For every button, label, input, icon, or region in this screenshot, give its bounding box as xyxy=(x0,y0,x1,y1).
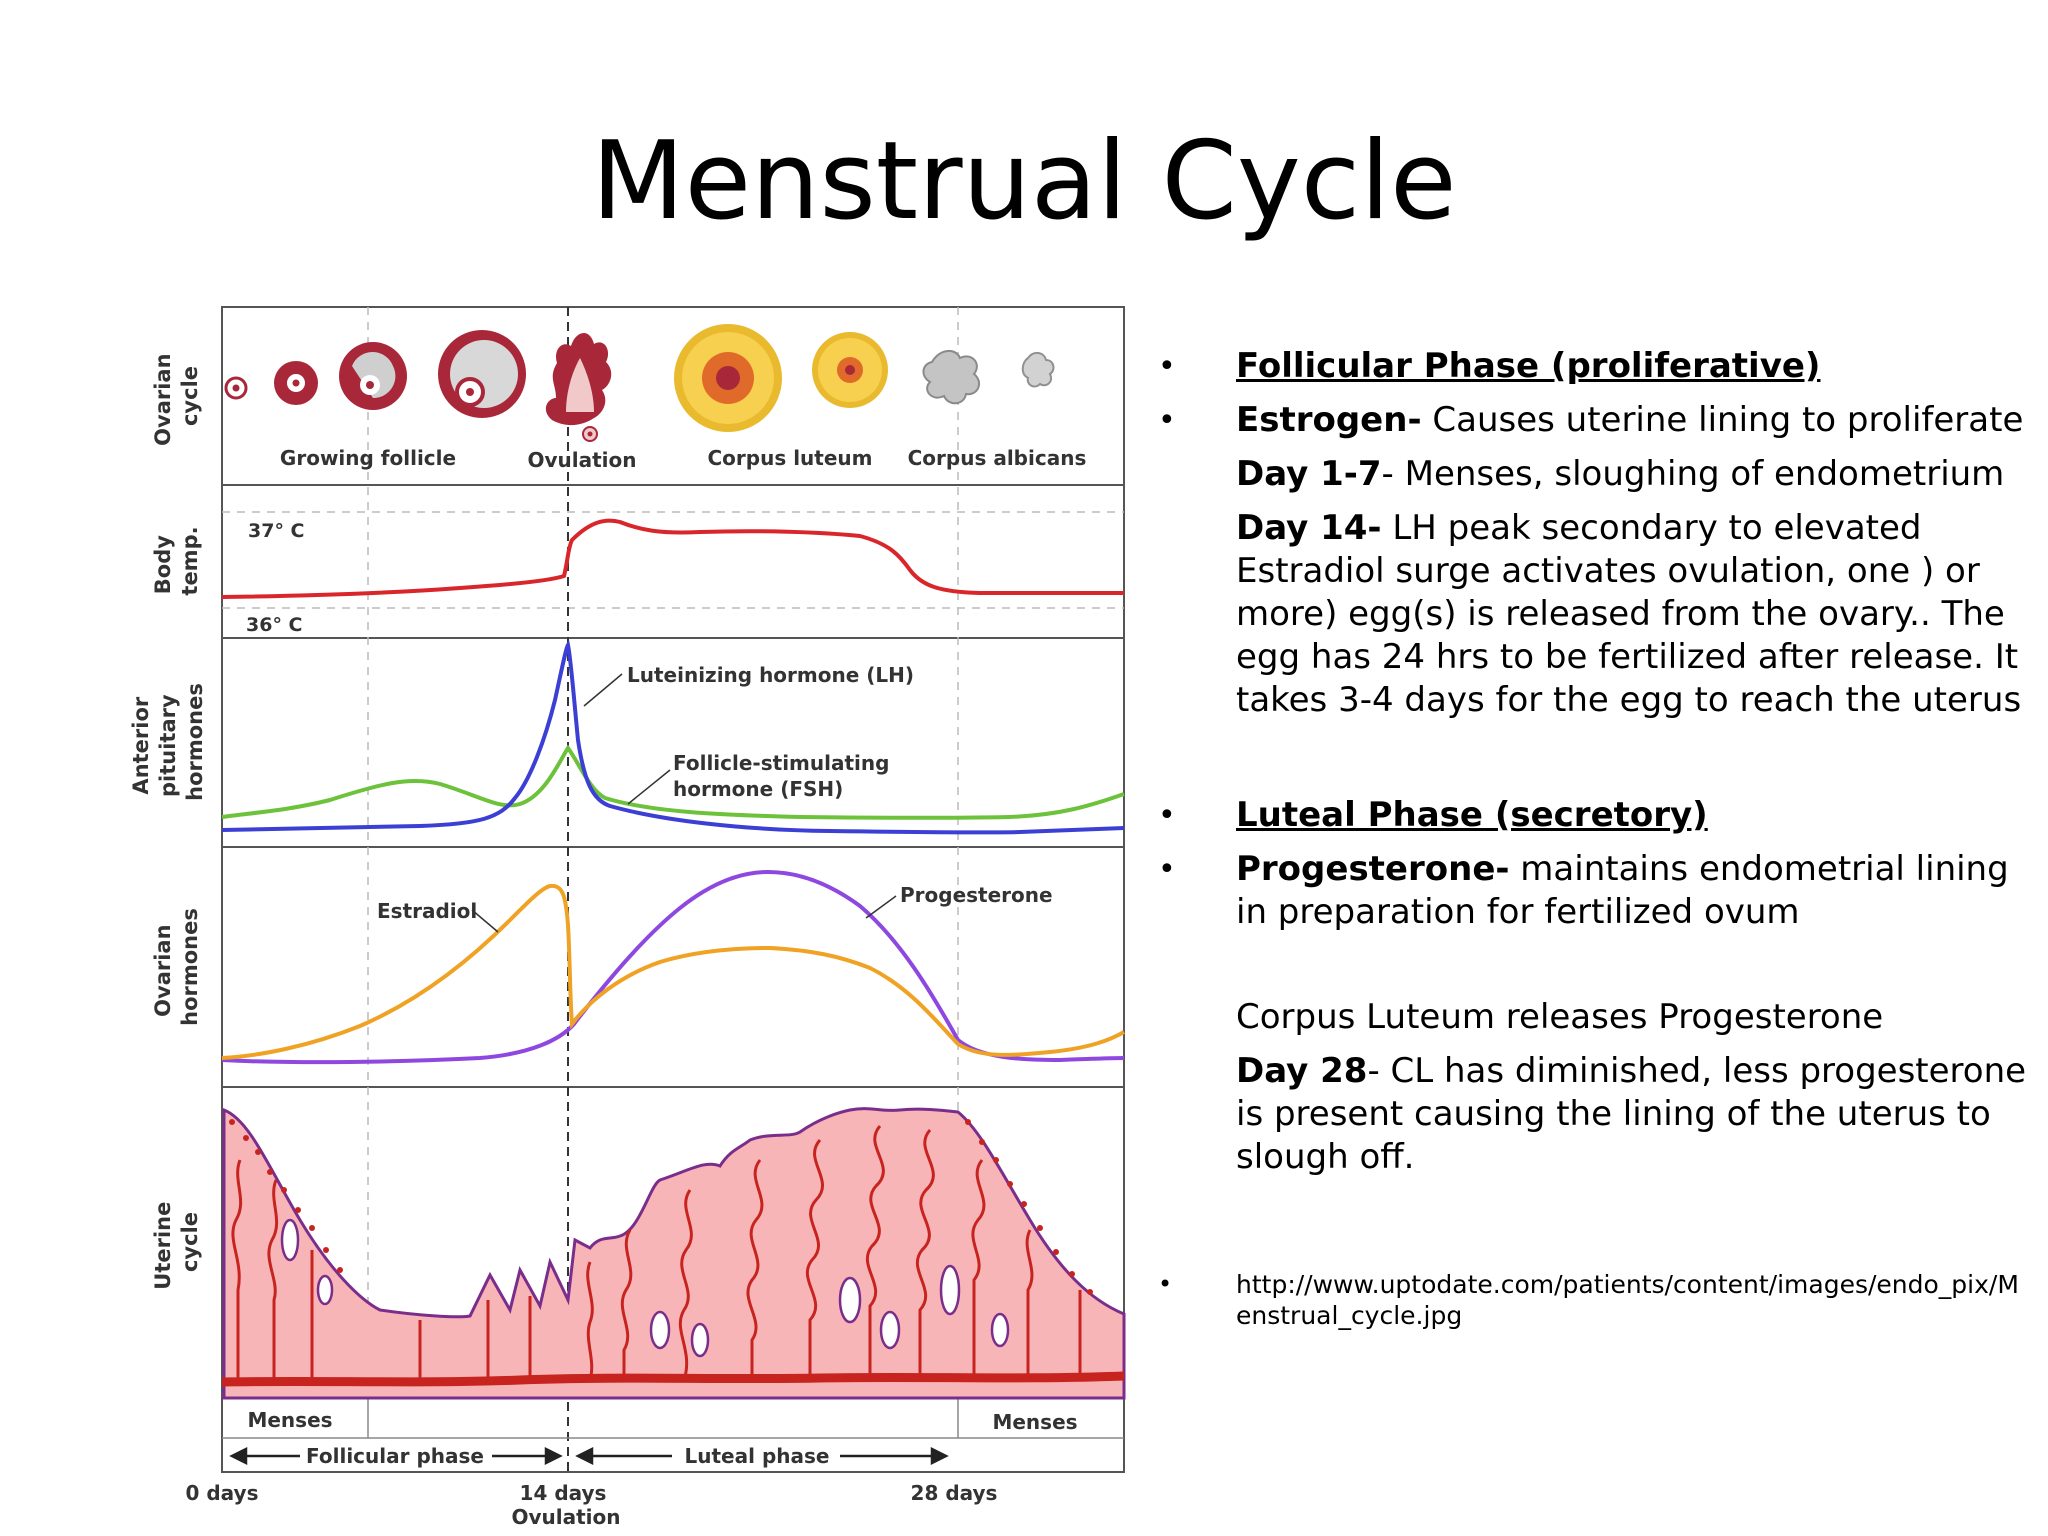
progesterone-label: Progesterone- xyxy=(1236,849,1510,889)
corpus-luteum-text: Corpus Luteum releases Progesterone xyxy=(1236,997,1884,1037)
axis-day-28: 28 days xyxy=(911,1481,998,1505)
follicular-phase-arrow xyxy=(229,1446,563,1466)
menses-left-label: Menses xyxy=(247,1408,332,1432)
row-label-ovarian-hormones: Ovarian hormones xyxy=(151,908,202,1026)
estradiol-curve xyxy=(221,883,1125,1060)
progesterone-text: maintains endometrial lining in preparat… xyxy=(1236,849,2009,932)
bullet-dot: • xyxy=(1158,852,1176,887)
shedding-debris xyxy=(229,1119,1093,1295)
gridlines xyxy=(222,307,1124,1398)
gland-lumens xyxy=(280,1218,1010,1358)
follicular-heading: Follicular Phase (proliferative) xyxy=(1236,346,1821,386)
temp-low-label: 36° C xyxy=(246,614,303,636)
estrogen-label: Estrogen- xyxy=(1236,400,1422,440)
paragraph-day28: Day 28- CL has diminished, less progeste… xyxy=(1150,1050,2030,1179)
day28-text: - CL has diminished, less progesterone i… xyxy=(1236,1051,2027,1177)
corpus-luteum-small xyxy=(812,332,888,408)
day1-7-text: - Menses, sloughing of endometrium xyxy=(1381,454,2005,494)
estradiol-label: Estradiol xyxy=(377,899,477,923)
bullet-list: • Follicular Phase (proliferative) • Est… xyxy=(1150,345,2030,1331)
endometrial-glands xyxy=(231,1124,1082,1381)
bullet-estrogen: • Estrogen- Causes uterine lining to pro… xyxy=(1150,399,2030,442)
row-label-uterine: Uterine cycle xyxy=(151,1194,202,1289)
lh-leader-line xyxy=(583,673,623,707)
row-label-pituitary: Anterior pituitary hormones xyxy=(129,683,207,801)
slide-title: Menstrual Cycle xyxy=(591,119,1457,244)
follicle-4 xyxy=(438,330,526,418)
estradiol-leader-line xyxy=(471,909,499,933)
bullet-dot: • xyxy=(1158,798,1176,833)
row-label-ovarian-cycle: Ovarian cycle xyxy=(151,346,202,446)
paragraph-corpus-luteum: Corpus Luteum releases Progesterone xyxy=(1150,996,2030,1039)
follicle-3 xyxy=(339,342,407,410)
bullet-progesterone: • Progesterone- maintains endometrial li… xyxy=(1150,848,2030,934)
paragraph-day14: Day 14- LH peak secondary to elevated Es… xyxy=(1150,507,2030,722)
ovulation-illustration xyxy=(545,332,612,442)
source-url: http://www.uptodate.com/patients/content… xyxy=(1236,1270,2019,1330)
bullet-dot: • xyxy=(1158,403,1176,438)
axis-ovulation: Ovulation xyxy=(511,1505,620,1529)
fsh-label: Follicle-stimulating hormone (FSH) xyxy=(673,751,896,801)
paragraph-day1-7: Day 1-7- Menses, sloughing of endometriu… xyxy=(1150,453,2030,496)
bullet-source: • http://www.uptodate.com/patients/conte… xyxy=(1150,1269,2030,1331)
corpus-albicans-small xyxy=(1021,352,1055,388)
estrogen-text: Causes uterine lining to proliferate xyxy=(1421,400,2024,440)
corpus-luteum-large xyxy=(674,324,782,432)
follicle-1 xyxy=(224,376,248,400)
row-label-body-temp: Body temp. xyxy=(151,526,202,595)
stage-corpus-luteum: Corpus luteum xyxy=(708,446,873,470)
bullet-follicular-heading: • Follicular Phase (proliferative) xyxy=(1150,345,2030,388)
bullet-luteal-heading: • Luteal Phase (secretory) xyxy=(1150,794,2030,837)
bullet-dot: • xyxy=(1158,349,1176,384)
myometrium-vessel xyxy=(221,1371,1125,1387)
lh-curve xyxy=(221,639,1125,835)
luteal-heading: Luteal Phase (secretory) xyxy=(1236,795,1708,835)
follicular-phase-label: Follicular phase xyxy=(306,1444,484,1468)
fsh-curve xyxy=(221,744,1125,820)
day28-label: Day 28 xyxy=(1236,1051,1368,1091)
stage-growing-follicle: Growing follicle xyxy=(280,446,456,470)
bullet-dot: • xyxy=(1158,1270,1173,1298)
luteal-phase-label: Luteal phase xyxy=(685,1444,830,1468)
axis-day-0: 0 days xyxy=(185,1481,258,1505)
axis-day-14: 14 days xyxy=(520,1481,607,1505)
endometrium xyxy=(222,1107,1126,1400)
day14-label: Day 14- xyxy=(1236,508,1382,548)
corpus-albicans-large xyxy=(922,350,981,405)
stage-ovulation: Ovulation xyxy=(527,448,636,472)
luteal-phase-arrow xyxy=(575,1446,949,1466)
menses-right-label: Menses xyxy=(992,1410,1077,1434)
stage-corpus-albicans: Corpus albicans xyxy=(908,446,1087,470)
follicle-2 xyxy=(274,361,318,405)
lh-label: Luteinizing hormone (LH) xyxy=(627,663,914,687)
temperature-curve xyxy=(221,518,1124,599)
day14-text: LH peak secondary to elevated Estradiol … xyxy=(1236,508,2022,720)
progesterone-label: Progesterone xyxy=(900,883,1053,907)
fsh-leader-line xyxy=(627,769,671,805)
day1-7-label: Day 1-7 xyxy=(1236,454,1382,494)
progesterone-leader-line xyxy=(865,895,897,919)
menstrual-cycle-diagram: Ovarian cycle Body temp. Anterior pituit… xyxy=(129,306,1126,1529)
temp-high-label: 37° C xyxy=(248,520,305,542)
